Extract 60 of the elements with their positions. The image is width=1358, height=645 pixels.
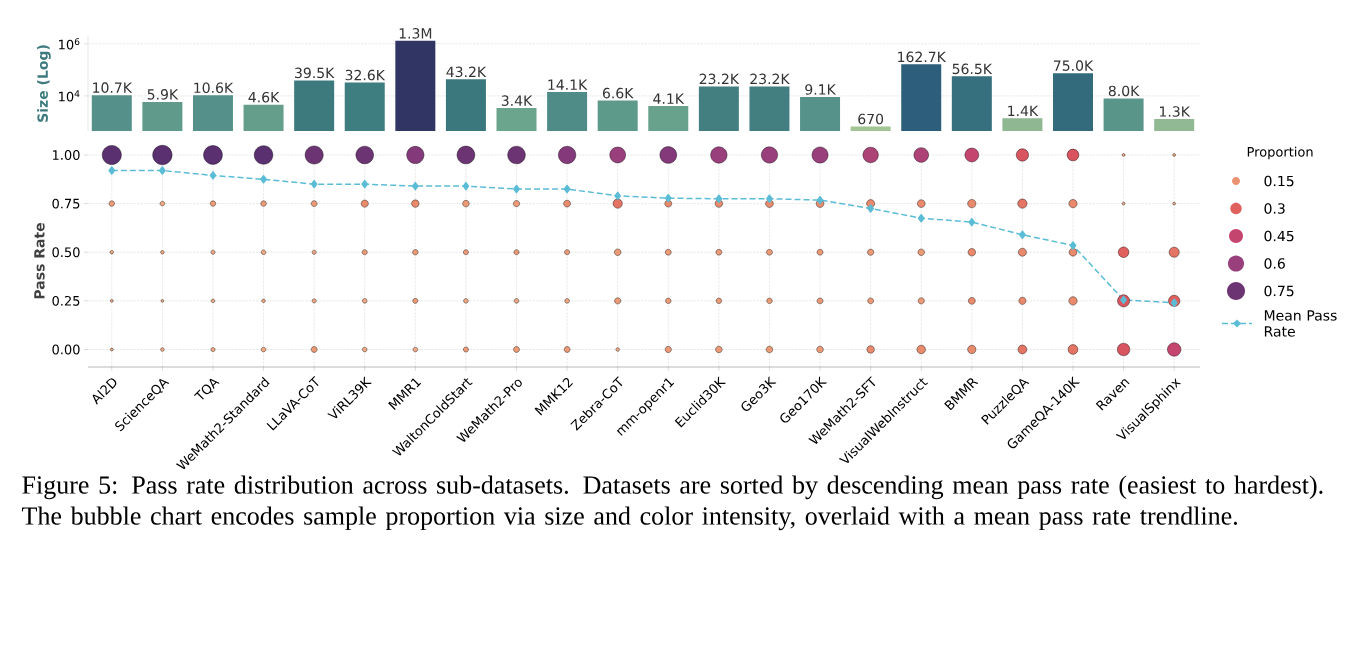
data-label: 5.9K — [147, 89, 179, 100]
y-axis-title: Size (Log) — [37, 45, 51, 122]
data-label: 43.2K — [446, 66, 487, 78]
data-label: 75.0K — [1053, 60, 1094, 71]
data-label: 4.1K — [653, 93, 685, 104]
data-label: 23.2K — [750, 73, 790, 85]
data-label: 8.0K — [1108, 85, 1140, 97]
legend-label: 0.75 — [1264, 285, 1294, 297]
legend-label: 0.6 — [1264, 258, 1285, 269]
point — [563, 184, 571, 194]
data-label: 670 — [858, 113, 884, 125]
y-axis-title: Pass Rate — [34, 223, 45, 299]
point — [766, 194, 773, 203]
legend-label: 0.15 — [1264, 175, 1294, 187]
data-label: 3.4K — [501, 95, 533, 106]
data-label: 39.5K — [295, 67, 335, 79]
y-tick-label: 0.00 — [52, 344, 80, 355]
point — [816, 195, 824, 205]
point — [260, 175, 267, 184]
data-label: 9.1K — [805, 84, 837, 95]
point — [159, 166, 166, 175]
legend-label: 0.3 — [1264, 203, 1285, 214]
point — [1069, 241, 1077, 250]
point — [664, 193, 672, 203]
data-label: 14.1K — [548, 79, 588, 90]
point — [462, 181, 470, 191]
data-label: 1.3M — [399, 28, 432, 39]
caption: Figure 5: Pass rate distribution across sub-datasets. Datasets are sorted by descending mean pass rate (easiest to hardest). The bubble chart encodes sample proportion via size and color intensity, overlaid with a mean pass rate trendline. — [22, 475, 1323, 531]
data-label: 4.6K — [248, 91, 280, 103]
point — [614, 191, 622, 201]
point — [513, 184, 520, 194]
data-label: 6.6K — [602, 87, 634, 99]
point — [715, 194, 723, 203]
point — [108, 166, 116, 175]
legend-title: Proportion — [1247, 146, 1313, 160]
point — [361, 179, 369, 189]
point — [310, 179, 318, 189]
data-label: 10.6K — [194, 82, 234, 94]
point — [968, 217, 976, 227]
data-label: 56.5K — [952, 63, 993, 75]
data-label: 32.6K — [345, 69, 386, 81]
data-label: 23.2K — [699, 73, 740, 85]
y-tick-label: 0.75 — [52, 198, 80, 209]
data-label: 162.7K — [898, 51, 947, 63]
y-tick-label: 10$^{6}$ — [59, 38, 80, 50]
point — [1170, 298, 1178, 308]
point — [209, 171, 217, 180]
y-tick-label: 1.00 — [52, 150, 80, 160]
data-label: 1.3K — [1159, 106, 1191, 117]
legend-label: 0.45 — [1264, 230, 1294, 242]
data-label: 1.4K — [1008, 105, 1039, 116]
y-tick-label: 10$^{4}$ — [59, 90, 80, 102]
data-label: 10.7K — [93, 82, 133, 93]
y-tick-label: 0.50 — [52, 247, 80, 258]
point — [411, 181, 419, 191]
point — [1019, 230, 1026, 239]
y-tick-label: 0.25 — [52, 295, 80, 306]
point — [917, 213, 925, 223]
point — [867, 204, 875, 213]
legend-label: Mean Pass Rate — [1264, 310, 1337, 337]
